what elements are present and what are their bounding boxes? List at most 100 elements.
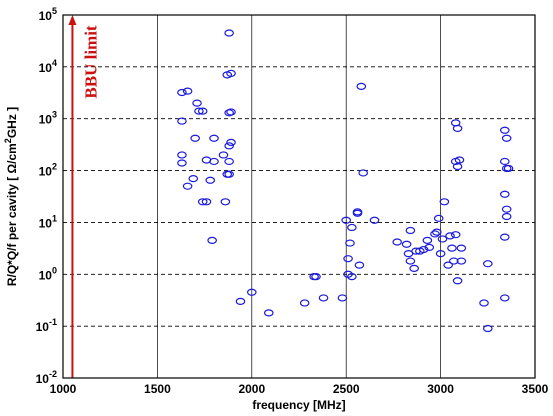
x-axis-label: frequency [MHz] bbox=[252, 398, 345, 412]
data-points bbox=[177, 29, 514, 333]
bbu-limit-arrowhead bbox=[68, 15, 77, 25]
data-point bbox=[192, 99, 202, 107]
data-point bbox=[224, 142, 234, 150]
data-point bbox=[207, 236, 217, 245]
data-point bbox=[356, 82, 367, 90]
data-point bbox=[309, 273, 319, 281]
data-point bbox=[224, 109, 234, 117]
data-point bbox=[501, 205, 512, 213]
data-point bbox=[182, 87, 193, 95]
data-point bbox=[263, 309, 274, 317]
data-point bbox=[226, 138, 236, 146]
data-point bbox=[354, 261, 365, 269]
data-point bbox=[482, 324, 493, 333]
data-point bbox=[452, 162, 463, 171]
data-point bbox=[343, 255, 353, 263]
y-tick-label: 104 bbox=[39, 58, 57, 75]
data-point bbox=[224, 170, 234, 178]
data-point bbox=[220, 198, 231, 206]
data-point bbox=[247, 288, 257, 296]
data-point bbox=[224, 157, 234, 166]
data-point bbox=[194, 107, 204, 115]
data-point bbox=[503, 164, 514, 173]
y-tick-label: 100 bbox=[39, 265, 57, 282]
data-point bbox=[456, 244, 467, 252]
data-point bbox=[311, 273, 321, 281]
data-point bbox=[177, 151, 187, 159]
data-point bbox=[501, 134, 512, 142]
data-point bbox=[405, 226, 416, 235]
data-point bbox=[450, 231, 461, 239]
data-point bbox=[224, 29, 234, 37]
data-point bbox=[405, 257, 416, 265]
data-point bbox=[435, 250, 446, 258]
data-point bbox=[318, 294, 329, 302]
data-point bbox=[197, 107, 208, 115]
data-point bbox=[439, 198, 450, 206]
data-point bbox=[341, 216, 351, 224]
data-point bbox=[352, 209, 363, 217]
data-point bbox=[190, 134, 200, 142]
data-point bbox=[347, 223, 357, 232]
data-point bbox=[499, 126, 510, 134]
x-tick-label: 2000 bbox=[238, 382, 265, 396]
data-point bbox=[499, 294, 510, 302]
data-point bbox=[188, 175, 199, 183]
y-tick-labels: 10-2 10-1 100 101 102 103 104 105 bbox=[36, 6, 57, 386]
y-tick-label: 102 bbox=[39, 162, 57, 179]
data-point bbox=[177, 159, 187, 167]
data-point bbox=[424, 243, 435, 251]
y-tick-label: 103 bbox=[39, 110, 57, 127]
data-point bbox=[182, 182, 193, 190]
data-point bbox=[401, 240, 412, 248]
data-point bbox=[499, 157, 510, 166]
x-tick-labels: 1000 1500 2000 2500 3000 3500 bbox=[50, 382, 549, 396]
data-point bbox=[345, 239, 355, 247]
y-tick-label: 10-1 bbox=[36, 317, 57, 334]
data-point bbox=[456, 257, 467, 265]
data-point bbox=[177, 88, 187, 97]
data-point bbox=[443, 261, 453, 269]
data-point bbox=[447, 244, 457, 252]
plot-frame bbox=[62, 14, 536, 379]
data-point bbox=[449, 257, 459, 265]
data-point bbox=[226, 108, 236, 116]
data-point bbox=[392, 238, 402, 246]
data-point bbox=[501, 212, 512, 221]
data-point bbox=[347, 273, 357, 281]
data-point bbox=[205, 176, 216, 184]
data-point bbox=[177, 117, 187, 125]
y-axis-label-main: R/Q*Q/f per cavity [ Ω/cm bbox=[5, 143, 19, 286]
data-point bbox=[437, 235, 448, 243]
x-tick-label: 1500 bbox=[144, 382, 171, 396]
data-point bbox=[337, 294, 348, 302]
data-point bbox=[430, 230, 440, 238]
data-point bbox=[482, 260, 493, 268]
data-point bbox=[209, 134, 219, 142]
y-axis-label-superscript: 2 bbox=[3, 138, 13, 143]
data-point bbox=[454, 156, 465, 164]
data-point bbox=[418, 245, 429, 254]
data-point bbox=[197, 198, 208, 206]
data-point bbox=[422, 236, 433, 245]
x-tick-label: 2500 bbox=[333, 382, 360, 396]
x-tick-label: 3000 bbox=[427, 382, 454, 396]
y-tick-label: 105 bbox=[39, 6, 57, 23]
data-point bbox=[499, 233, 510, 241]
y-tick-label: 10-2 bbox=[36, 369, 57, 386]
data-point bbox=[235, 297, 246, 306]
x-tick-label: 3500 bbox=[522, 382, 549, 396]
y-axis-label: R/Q*Q/f per cavity [ Ω/cm2GHz ] bbox=[3, 107, 19, 286]
bbu-limit-label: BBU limit bbox=[81, 25, 100, 99]
data-point bbox=[452, 124, 463, 133]
data-point bbox=[222, 170, 233, 178]
data-point bbox=[218, 151, 229, 159]
y-tick-label: 101 bbox=[39, 213, 57, 230]
data-point bbox=[433, 214, 444, 222]
data-point bbox=[369, 216, 380, 224]
y-axis-label-tail: GHz ] bbox=[5, 107, 19, 138]
data-point bbox=[226, 69, 236, 77]
data-point bbox=[209, 157, 219, 166]
x-tick-label: 1000 bbox=[50, 382, 77, 396]
